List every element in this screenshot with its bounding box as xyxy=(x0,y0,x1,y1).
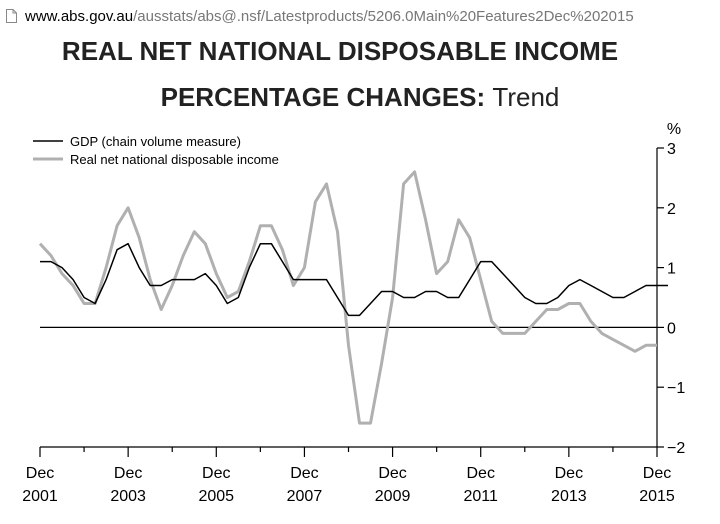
series-line-real-net-national-disposable-income xyxy=(38,170,657,425)
x-tick-label-month: Dec xyxy=(643,465,671,482)
y-tick-label: 3 xyxy=(667,141,676,158)
x-tick-label-month: Dec xyxy=(378,465,406,482)
y-tick-label: 1 xyxy=(667,261,676,278)
y-tick-label: −1 xyxy=(667,380,685,397)
chart-subtitle-bold: PERCENTAGE CHANGES: xyxy=(160,82,486,112)
x-tick-label-year: 2011 xyxy=(464,488,499,505)
x-tick-label-month: Dec xyxy=(555,465,583,482)
x-tick-label-month: Dec xyxy=(466,465,494,482)
page-icon xyxy=(6,9,17,23)
legend-label: GDP (chain volume measure) xyxy=(70,134,241,149)
y-tick-label: −2 xyxy=(667,440,685,457)
x-tick-label-year: 2013 xyxy=(551,488,587,505)
x-tick-label-month: Dec xyxy=(202,465,230,482)
x-tick-label-year: 2007 xyxy=(287,488,323,505)
chart-subtitle: PERCENTAGE CHANGES: Trend xyxy=(0,82,720,113)
x-tick-label-month: Dec xyxy=(26,465,54,482)
y-axis-unit-label: % xyxy=(667,121,681,138)
series-layer xyxy=(38,170,668,425)
x-tick-label-month: Dec xyxy=(290,465,318,482)
legend: GDP (chain volume measure) Real net natio… xyxy=(33,134,279,167)
url-path: /ausstats/abs@.nsf/Latestproducts/5206.0… xyxy=(133,7,634,25)
y-tick-label: 2 xyxy=(667,201,676,218)
address-bar[interactable]: www.abs.gov.au/ausstats/abs@.nsf/Latestp… xyxy=(0,0,720,32)
x-tick-label-year: 2001 xyxy=(22,488,58,505)
x-tick-label-month: Dec xyxy=(114,465,142,482)
legend-label: Real net national disposable income xyxy=(70,152,279,167)
url-text[interactable]: www.abs.gov.au/ausstats/abs@.nsf/Latestp… xyxy=(25,8,634,25)
series-line-gdp xyxy=(40,242,668,317)
chart-subtitle-normal: Trend xyxy=(492,82,560,112)
x-tick-label-year: 2015 xyxy=(639,488,675,505)
x-tick-label-year: 2003 xyxy=(110,488,146,505)
y-tick-label: 0 xyxy=(667,320,676,337)
url-host: www.abs.gov.au xyxy=(25,7,134,25)
chart-title: REAL NET NATIONAL DISPOSABLE INCOME xyxy=(61,36,619,66)
x-tick-label-year: 2005 xyxy=(198,488,234,505)
axes: 3 2 1 0 −1 −2% Dec 2001 Dec 2003 Dec 2005 Dec 2007 Dec… xyxy=(22,121,685,505)
x-tick-label-year: 2009 xyxy=(375,488,411,505)
